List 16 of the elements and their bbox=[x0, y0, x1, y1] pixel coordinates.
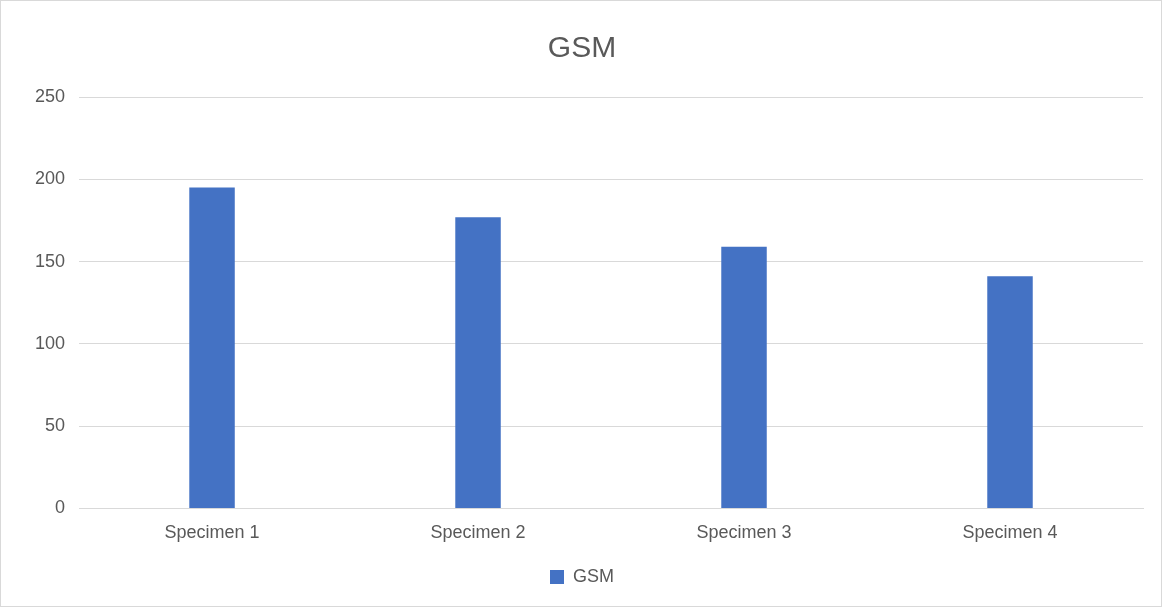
chart-title: GSM bbox=[547, 30, 617, 64]
bar bbox=[189, 187, 235, 508]
bar bbox=[455, 217, 501, 508]
x-tick-label: Specimen 2 bbox=[430, 522, 526, 543]
y-tick-label: 50 bbox=[45, 415, 66, 436]
x-tick-label: Specimen 4 bbox=[962, 522, 1058, 543]
legend-label: GSM bbox=[573, 565, 615, 586]
bar bbox=[721, 246, 767, 508]
y-tick-label: 150 bbox=[34, 250, 66, 271]
bar bbox=[987, 276, 1033, 508]
y-tick-label: 250 bbox=[34, 85, 66, 106]
x-tick-label: Specimen 3 bbox=[696, 522, 792, 543]
x-tick-label: Specimen 1 bbox=[164, 522, 260, 543]
y-tick-label: 100 bbox=[34, 332, 66, 353]
y-tick-label: 0 bbox=[55, 497, 66, 518]
y-tick-label: 200 bbox=[34, 168, 66, 189]
